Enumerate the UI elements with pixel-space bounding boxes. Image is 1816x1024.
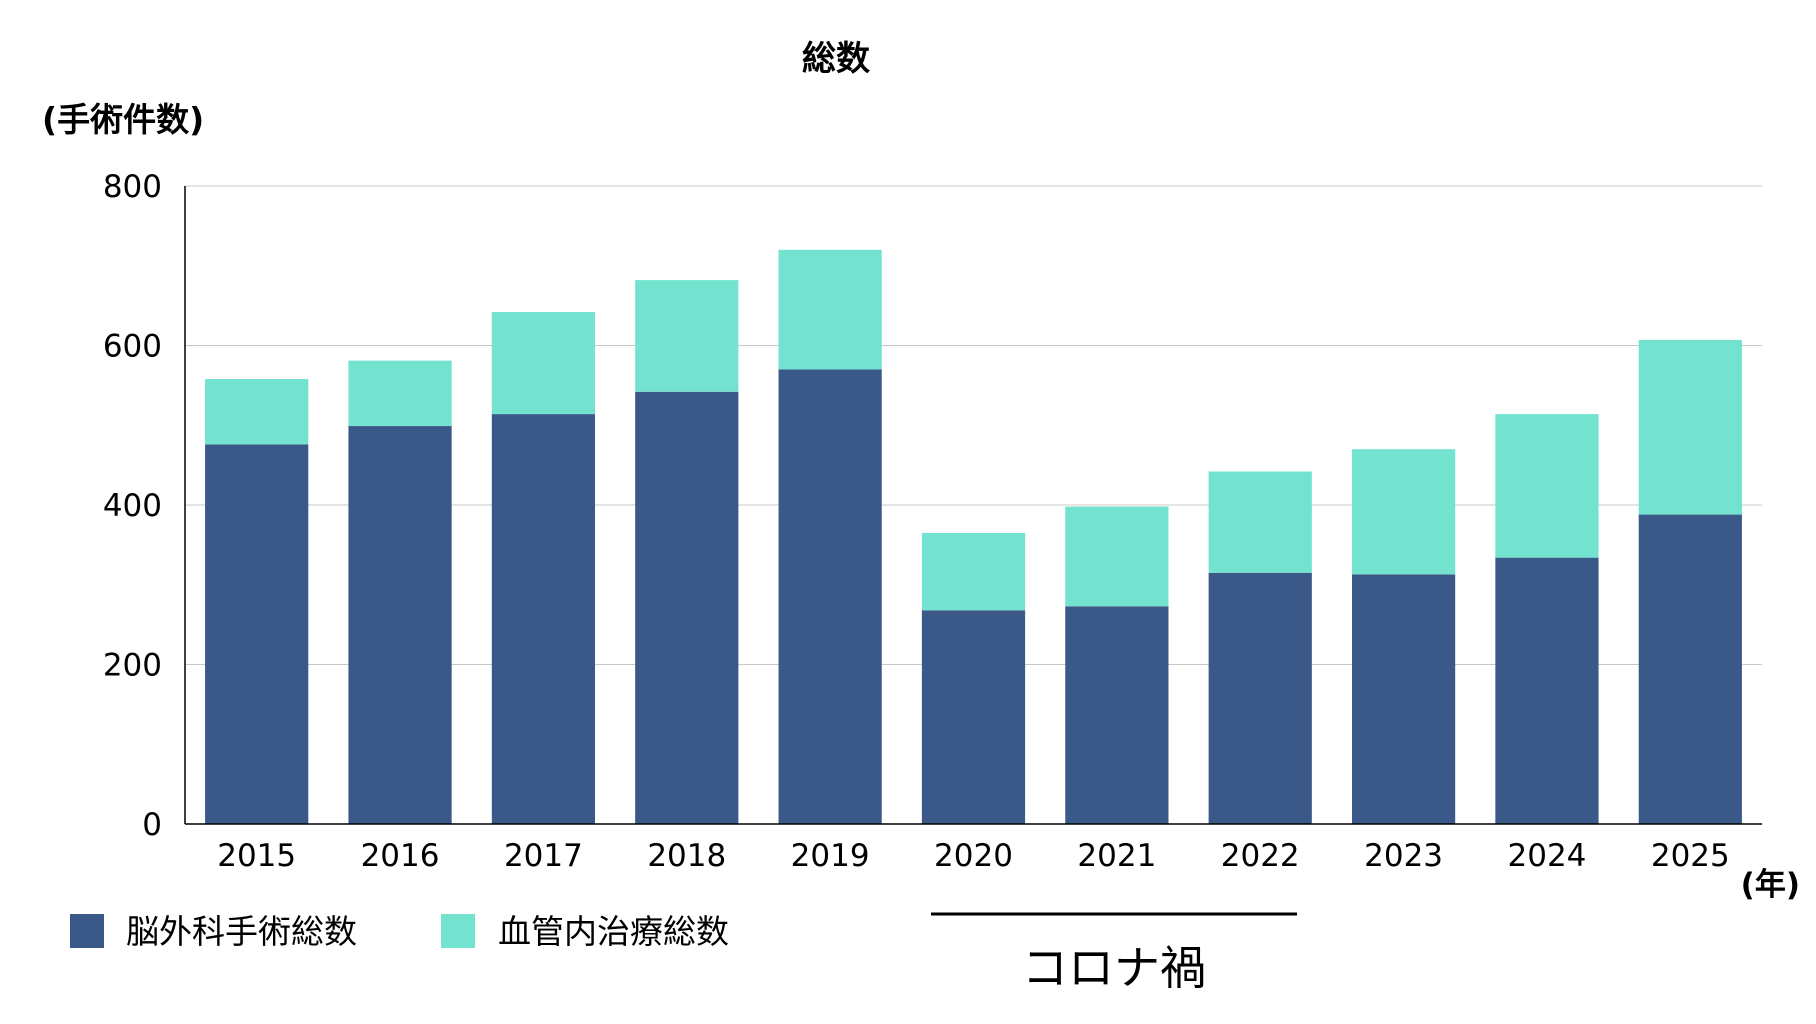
x-axis-label: (年) — [1741, 867, 1800, 903]
y-tick-label: 200 — [103, 648, 162, 684]
bar-segment-neurosurgery — [1638, 514, 1742, 824]
x-tick-label: 2025 — [1651, 838, 1730, 874]
bar-segment-endovascular — [1351, 449, 1456, 575]
axes — [184, 186, 1762, 825]
bar-segment-endovascular — [1638, 339, 1742, 515]
x-tick-label: 2023 — [1364, 838, 1443, 874]
bar-segment-neurosurgery — [921, 610, 1026, 824]
x-tick-label: 2021 — [1077, 838, 1156, 874]
legend-swatch — [441, 914, 475, 948]
annotation-text: コロナ禍 — [1022, 941, 1206, 995]
y-tick-label: 0 — [142, 807, 162, 843]
bar-segment-neurosurgery — [778, 369, 882, 824]
legend-swatch — [70, 914, 104, 948]
x-tick-label: 2019 — [791, 838, 870, 874]
y-tick-label: 600 — [103, 329, 162, 365]
bar-segment-endovascular — [778, 249, 882, 370]
bars — [205, 249, 1742, 824]
bar-segment-endovascular — [205, 378, 309, 445]
y-tick-labels: 0 200 400 600 800 — [103, 169, 162, 843]
bar-segment-neurosurgery — [348, 426, 452, 824]
bar-segment-neurosurgery — [491, 414, 596, 824]
x-tick-labels: 2015 2016 2017 2018 2019 2020 2021 2022 2023 2024… — [217, 838, 1730, 874]
chart-title: 総数 — [802, 39, 870, 79]
bar-segment-endovascular — [1495, 414, 1599, 558]
bar-segment-endovascular — [921, 532, 1026, 611]
bar-segment-endovascular — [1065, 506, 1169, 607]
x-tick-label: 2022 — [1221, 838, 1300, 874]
covid-annotation: コロナ禍 — [931, 912, 1297, 995]
y-tick-label: 800 — [103, 169, 162, 205]
bar-segment-neurosurgery — [1495, 557, 1599, 824]
bar-segment-neurosurgery — [205, 444, 309, 824]
bar-segment-endovascular — [348, 360, 452, 427]
bar-segment-neurosurgery — [635, 391, 739, 824]
x-tick-label: 2015 — [217, 838, 296, 874]
bar-segment-endovascular — [1208, 471, 1312, 573]
bar-segment-endovascular — [491, 312, 596, 415]
legend-label: 脳外科手術総数 — [126, 912, 357, 951]
x-tick-label: 2018 — [647, 838, 726, 874]
y-axis-label: (手術件数) — [42, 100, 204, 139]
bar-segment-neurosurgery — [1351, 574, 1456, 824]
x-tick-label: 2024 — [1508, 838, 1587, 874]
bar-segment-neurosurgery — [1065, 606, 1169, 824]
x-tick-label: 2017 — [504, 838, 583, 874]
y-tick-label: 400 — [103, 488, 162, 524]
bar-segment-neurosurgery — [1208, 572, 1312, 824]
legend-label: 血管内治療総数 — [498, 912, 729, 951]
legend: 脳外科手術総数 血管内治療総数 — [70, 912, 729, 951]
x-tick-label: 2016 — [361, 838, 440, 874]
bar-segment-endovascular — [635, 280, 739, 392]
x-tick-label: 2020 — [934, 838, 1013, 874]
